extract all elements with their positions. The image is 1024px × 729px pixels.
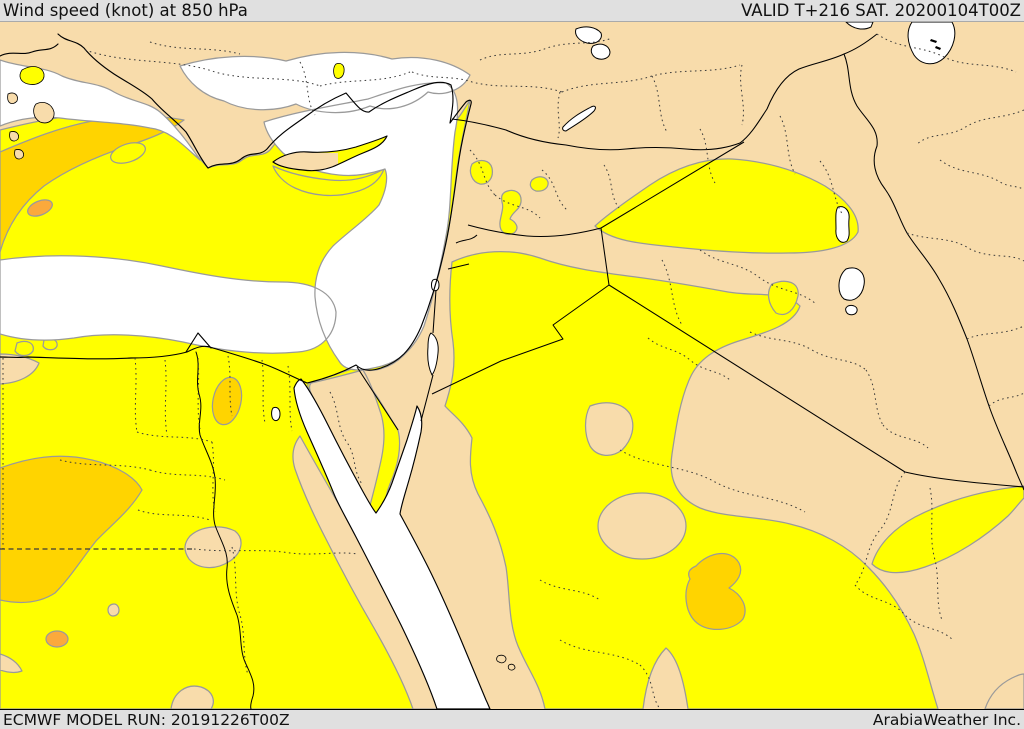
cyprus-island-west-tan [273, 151, 338, 171]
map-title: Wind speed (knot) at 850 hPa [3, 1, 248, 20]
valid-time-label: VALID T+216 SAT. 20200104T00Z [741, 1, 1021, 20]
egirdir-lake-yellow [333, 63, 345, 79]
wind-spot-orange-nw [27, 199, 53, 217]
admin-borders-dotted [2, 33, 1024, 709]
wind-band-gold-northwest [0, 115, 185, 253]
red-sea-islands [496, 654, 516, 671]
country-borders [356, 33, 1024, 491]
red-sea-and-gulfs [293, 378, 491, 709]
model-run-label: ECMWF MODEL RUN: 20191226T00Z [3, 710, 290, 729]
nile-river [195, 351, 255, 709]
aegean-islands [7, 92, 55, 160]
wind-region-yellow-iraq [594, 158, 859, 254]
lesbos-island-yellow [19, 66, 45, 85]
wind-area-gold-central-saudi [685, 553, 746, 630]
cyprus-coastline [272, 135, 388, 172]
low-wind-tan-gap-saudi [597, 492, 687, 560]
lakes-white [271, 22, 956, 422]
wind-map-canvas [0, 22, 1024, 709]
wind-hole-yellow-in-gold-band [110, 142, 146, 164]
calm-areas-white [0, 51, 471, 371]
wind-area-gold-cairo [211, 376, 243, 426]
wind-region-yellow-east-tongue [871, 485, 1024, 574]
wind-area-gold-sw-egypt [0, 455, 143, 604]
wind-speed-map [0, 22, 1024, 709]
urmia-lake-islands [930, 39, 941, 50]
map-footer-bar: ECMWF MODEL RUN: 20191226T00Z ArabiaWeat… [0, 709, 1024, 729]
brand-label: ArabiaWeather Inc. [872, 710, 1021, 729]
map-header-bar: Wind speed (knot) at 850 hPa VALID T+216… [0, 0, 1024, 22]
mediterranean-coastline [0, 33, 472, 384]
wind-spot-orange-s-egypt [45, 630, 69, 648]
wind-region-yellow-jordan-saudi [444, 251, 939, 709]
